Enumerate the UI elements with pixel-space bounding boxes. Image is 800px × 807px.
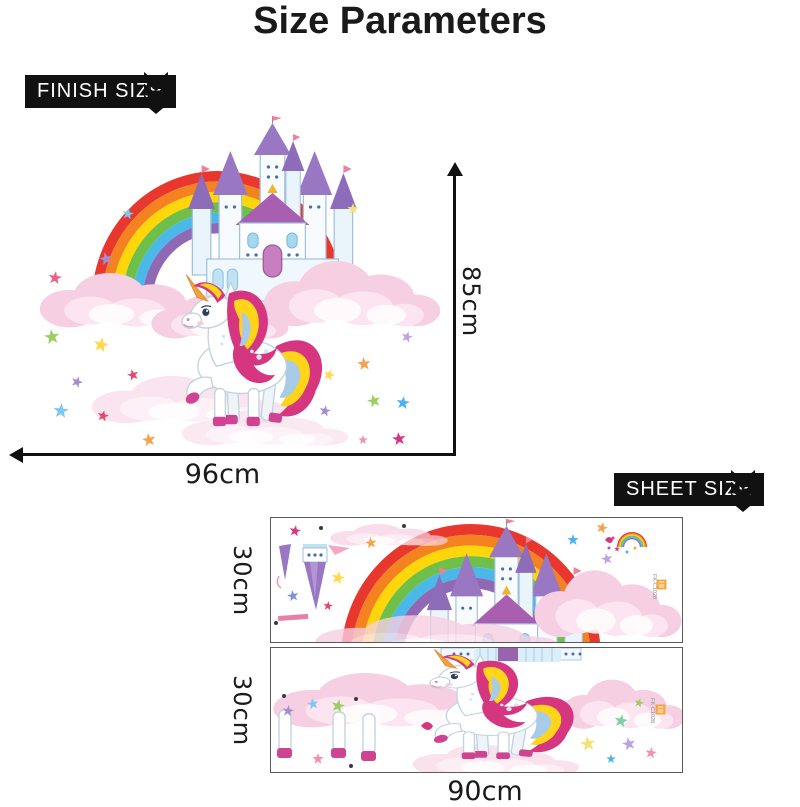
finish-illustration (39, 115, 441, 447)
star-icon (312, 753, 324, 764)
triple-chevron-down-icon (144, 72, 168, 114)
product-code: FK-C1028 (649, 698, 655, 723)
star-icon (330, 569, 346, 585)
finish-height-label: 85cm (457, 266, 485, 338)
star-icon (358, 435, 368, 445)
star-icon (644, 746, 658, 759)
star-icon (395, 395, 411, 410)
dimension-arrow-up (447, 162, 463, 176)
star-icon (318, 404, 332, 417)
dot-decal (354, 697, 358, 701)
star-icon (69, 374, 85, 389)
sheet-2: FK-C1028 (270, 647, 683, 773)
star-icon (286, 589, 300, 602)
sheet1-height-label: 30cm (228, 545, 256, 617)
star-icon (391, 431, 407, 446)
star-icon (400, 329, 415, 344)
mini-unicorn-decal (605, 532, 647, 554)
star-icon (356, 356, 372, 371)
dot-scatter (282, 694, 358, 768)
dot-decal (349, 764, 353, 768)
height-dimension-line (453, 174, 456, 455)
dot-decal (282, 694, 286, 698)
star-icon (322, 367, 337, 382)
product-code-stamp: FK-C1028 (651, 574, 667, 599)
finish-width-label: 96cm (184, 459, 261, 490)
sheet2-height-label: 30cm (228, 675, 256, 747)
page-title: Size Parameters (253, 0, 547, 42)
spare-leg-decals (277, 709, 433, 761)
dot-decal (402, 524, 406, 528)
dot-decal (319, 526, 323, 530)
sheet-width-label: 90cm (447, 776, 523, 807)
star-icon (606, 754, 616, 764)
spare-decals (276, 544, 350, 621)
product-code-stamp: FK-C1028 (649, 698, 666, 723)
star-icon (567, 534, 579, 545)
star-icon (47, 270, 63, 285)
star-icon (322, 600, 334, 611)
star-icon (43, 328, 61, 345)
star-icon (141, 431, 157, 447)
dot-decal (274, 621, 278, 625)
dot-scatter (274, 524, 406, 625)
width-dimension-line (20, 453, 456, 456)
star-icon (600, 551, 614, 565)
star-icon (621, 735, 637, 751)
star-icon (579, 735, 597, 752)
star-icon (92, 335, 111, 353)
star-icon (52, 402, 70, 419)
triple-chevron-down-icon (731, 470, 755, 512)
sheet-1: FK-C1028 (270, 517, 683, 643)
star-icon (595, 520, 609, 535)
star-icon (365, 392, 382, 409)
dimension-arrow-left (9, 447, 23, 463)
star-icon (288, 524, 302, 537)
star-icon (125, 367, 140, 382)
product-code: FK-C1028 (651, 574, 657, 599)
